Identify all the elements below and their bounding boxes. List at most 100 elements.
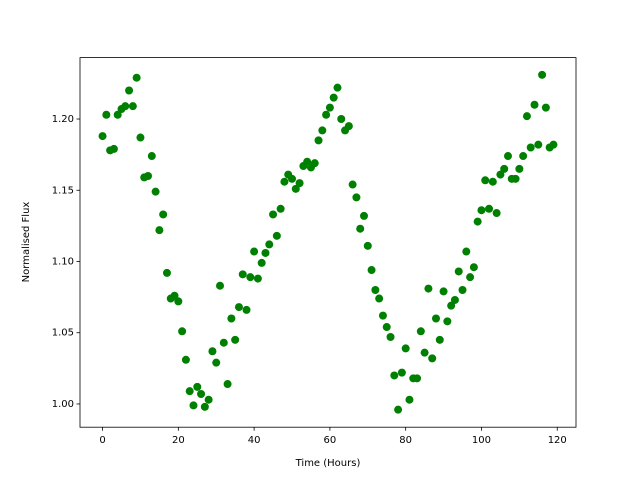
point [359,211,368,220]
point [276,204,285,213]
point [250,247,259,256]
point [216,281,225,290]
point [443,317,452,326]
point [515,164,524,173]
point [204,395,213,404]
point [462,247,471,256]
point [253,274,262,283]
point [318,126,327,135]
point [424,284,433,293]
point [416,327,425,336]
point [128,102,137,111]
point [242,305,251,314]
point [541,103,550,112]
point [503,152,512,161]
point [337,115,346,124]
point [481,176,490,185]
point [378,311,387,320]
point [420,348,429,357]
point [534,140,543,149]
point [500,164,509,173]
x-axis-label: Time (Hours) [295,458,361,469]
point [356,224,365,233]
point [181,355,190,364]
point [485,204,494,213]
point [375,294,384,303]
point [257,258,266,267]
point [280,177,289,186]
point [488,177,497,186]
point [450,295,459,304]
point [291,184,300,193]
point [98,132,107,141]
point [435,335,444,344]
point [492,209,501,218]
point [223,380,232,389]
point [189,401,198,410]
point [102,110,111,119]
point [522,112,531,121]
point [496,170,505,179]
y-tick-label: 1.10 [52,256,74,267]
point [428,354,437,363]
point [390,371,399,380]
point [394,405,403,414]
point [511,174,520,183]
point [295,179,304,188]
point [174,297,183,306]
point [413,374,422,383]
x-tick-label: 40 [248,435,261,446]
point [147,152,156,161]
point [125,86,134,95]
point [121,102,130,111]
point [458,285,467,294]
y-tick-label: 1.15 [52,185,74,196]
plot-frame [79,57,577,428]
point [234,303,243,312]
x-tick-label: 120 [548,435,567,446]
point [272,231,281,240]
point [348,180,357,189]
point [136,133,145,142]
point [170,291,179,300]
point [219,338,228,347]
point [473,217,482,226]
point [238,270,247,279]
point [162,268,171,277]
point [386,333,395,342]
point [329,93,338,102]
point [303,157,312,166]
point [519,152,528,161]
y-tick-label: 1.05 [52,328,74,339]
point [454,267,463,276]
point [397,368,406,377]
point [466,273,475,282]
point [193,382,202,391]
point [344,122,353,131]
point [382,323,391,332]
point [132,73,141,82]
point [185,387,194,396]
point [352,193,361,202]
point [439,287,448,296]
point [526,143,535,152]
point [109,144,118,153]
point [405,395,414,404]
point [269,210,278,219]
point [178,327,187,336]
point [231,335,240,344]
point [265,240,274,249]
point [208,347,217,356]
point [212,358,221,367]
x-tick-label: 20 [172,435,185,446]
point [477,206,486,215]
point [333,83,342,92]
point [155,226,164,235]
y-tick-label: 1.20 [52,114,74,125]
point [197,390,206,399]
point [549,140,558,149]
point [159,210,168,219]
point [113,110,122,119]
point [261,248,270,257]
